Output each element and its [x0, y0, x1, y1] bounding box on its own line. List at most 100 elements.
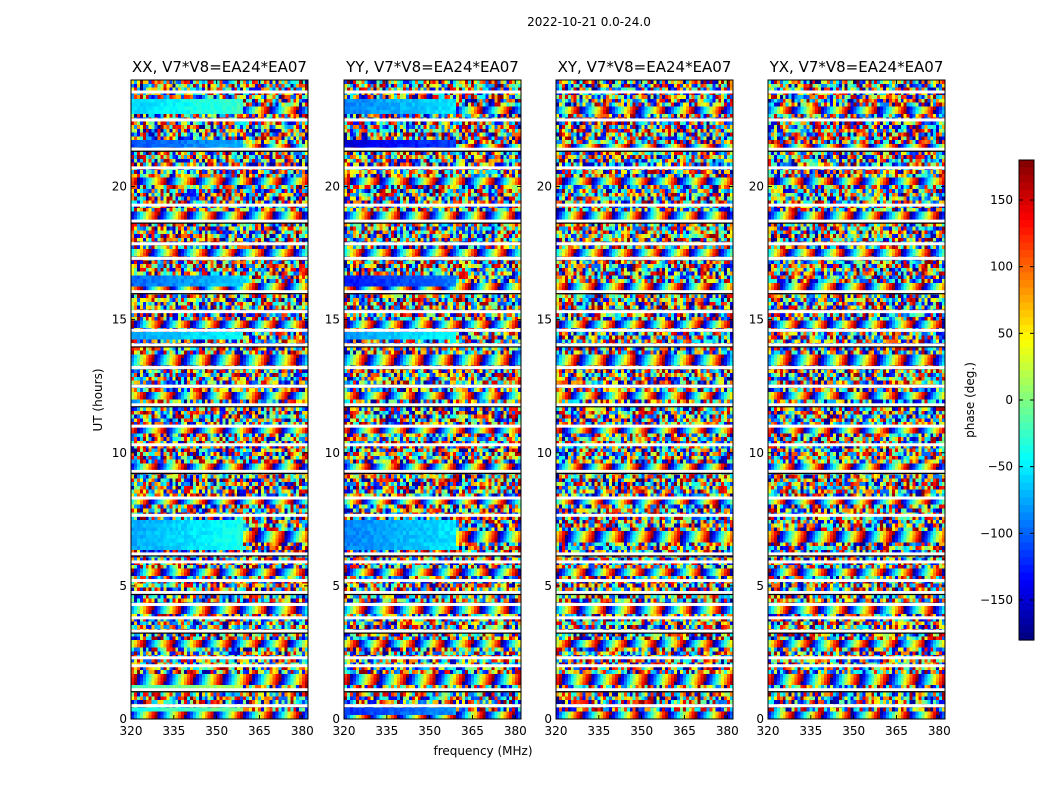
colorbar-tick-label: −100 — [980, 526, 1013, 540]
data-gap — [768, 552, 945, 556]
y-tick-label: 5 — [544, 579, 552, 593]
colorbar-segment — [1019, 242, 1034, 251]
data-gap — [131, 688, 308, 692]
data-gap — [131, 560, 308, 564]
data-gap — [556, 496, 733, 500]
data-gap — [344, 560, 521, 564]
data-gap — [768, 424, 945, 428]
phase-raster — [131, 80, 308, 719]
colorbar-segment — [1019, 280, 1034, 289]
x-tick-label: 335 — [375, 724, 398, 738]
data-gap — [131, 469, 308, 473]
data-gap — [556, 256, 733, 260]
data-gap — [768, 310, 945, 314]
colorbar-segment — [1019, 602, 1034, 611]
x-tick-label: 380 — [716, 724, 739, 738]
data-gap — [344, 513, 521, 517]
data-gap — [556, 147, 733, 151]
data-gap — [768, 256, 945, 260]
data-gap — [556, 203, 733, 207]
colorbar-segment — [1019, 370, 1034, 379]
data-gap — [556, 366, 733, 370]
x-tick-label: 350 — [205, 724, 228, 738]
data-gap — [768, 656, 945, 660]
colorbar-tick-label: 100 — [990, 260, 1013, 274]
data-gap — [344, 579, 521, 583]
colorbar-segment — [1019, 520, 1034, 529]
x-tick-label: 350 — [418, 724, 441, 738]
colorbar-label: phase (deg.) — [963, 362, 977, 438]
data-gap — [768, 513, 945, 517]
colorbar-segment — [1019, 220, 1034, 229]
data-gap — [344, 166, 521, 170]
data-gap — [768, 166, 945, 170]
data-gap — [768, 90, 945, 94]
data-gap — [768, 616, 945, 620]
data-gap — [131, 166, 308, 170]
data-gap — [556, 343, 733, 347]
colorbar-segment — [1019, 362, 1034, 371]
colorbar-segment — [1019, 317, 1034, 326]
colorbar-segment — [1019, 580, 1034, 589]
y-tick-label: 20 — [749, 180, 764, 194]
data-gap — [556, 656, 733, 660]
colorbar-segment — [1019, 445, 1034, 454]
panel-title: YY, V7*V8=EA24*EA07 — [345, 58, 519, 76]
data-gap — [556, 469, 733, 473]
data-gap — [344, 343, 521, 347]
panel-3: XY, V7*V8=EA24*EA07 320 335 350 365 380 0 5 10 15… — [537, 58, 739, 738]
data-gap — [556, 688, 733, 692]
data-gap — [344, 603, 521, 607]
colorbar-segment — [1019, 505, 1034, 514]
x-tick-label: 380 — [928, 724, 951, 738]
colorbar: −150 −100 −50 0 50 100 150 — [980, 159, 1035, 641]
data-gap — [556, 591, 733, 595]
data-gap — [344, 704, 521, 708]
y-tick-label: 20 — [325, 180, 340, 194]
data-gap — [344, 469, 521, 473]
data-gap — [131, 496, 308, 500]
colorbar-segment — [1019, 257, 1034, 266]
colorbar-segment — [1019, 625, 1034, 634]
colorbar-segment — [1019, 497, 1034, 506]
data-gap — [768, 203, 945, 207]
colorbar-segment — [1019, 475, 1034, 484]
y-tick-label: 0 — [119, 712, 127, 726]
data-gap — [768, 688, 945, 692]
colorbar-segment — [1019, 227, 1034, 236]
y-tick-label: 20 — [112, 180, 127, 194]
colorbar-segment — [1019, 355, 1034, 364]
data-gap — [344, 496, 521, 500]
figure-title: 2022-10-21 0.0-24.0 — [527, 15, 651, 29]
x-tick-label: 320 — [757, 724, 780, 738]
axes-frame — [130, 79, 309, 720]
data-gap — [131, 552, 308, 556]
colorbar-segment — [1019, 512, 1034, 521]
y-tick-label: 5 — [332, 579, 340, 593]
data-gap — [131, 704, 308, 708]
data-gap — [131, 366, 308, 370]
x-tick-label: 365 — [461, 724, 484, 738]
y-tick-label: 10 — [325, 446, 340, 460]
data-gap — [344, 591, 521, 595]
x-tick-label: 380 — [504, 724, 527, 738]
data-gap — [344, 424, 521, 428]
panel-title: YX, V7*V8=EA24*EA07 — [769, 58, 944, 76]
data-gap — [344, 219, 521, 223]
colorbar-segment — [1019, 407, 1034, 416]
colorbar-segment — [1019, 565, 1034, 574]
colorbar-segment — [1019, 347, 1034, 356]
data-gap — [344, 256, 521, 260]
phase-image — [344, 80, 521, 719]
data-gap — [344, 403, 521, 407]
data-gap — [556, 219, 733, 223]
colorbar-segment — [1019, 550, 1034, 559]
phase-image — [768, 80, 945, 719]
data-gap — [131, 310, 308, 314]
y-tick-label: 10 — [537, 446, 552, 460]
data-gap — [556, 384, 733, 388]
y-tick-label: 15 — [325, 313, 340, 327]
colorbar-segment — [1019, 272, 1034, 281]
colorbar-segment — [1019, 190, 1034, 199]
